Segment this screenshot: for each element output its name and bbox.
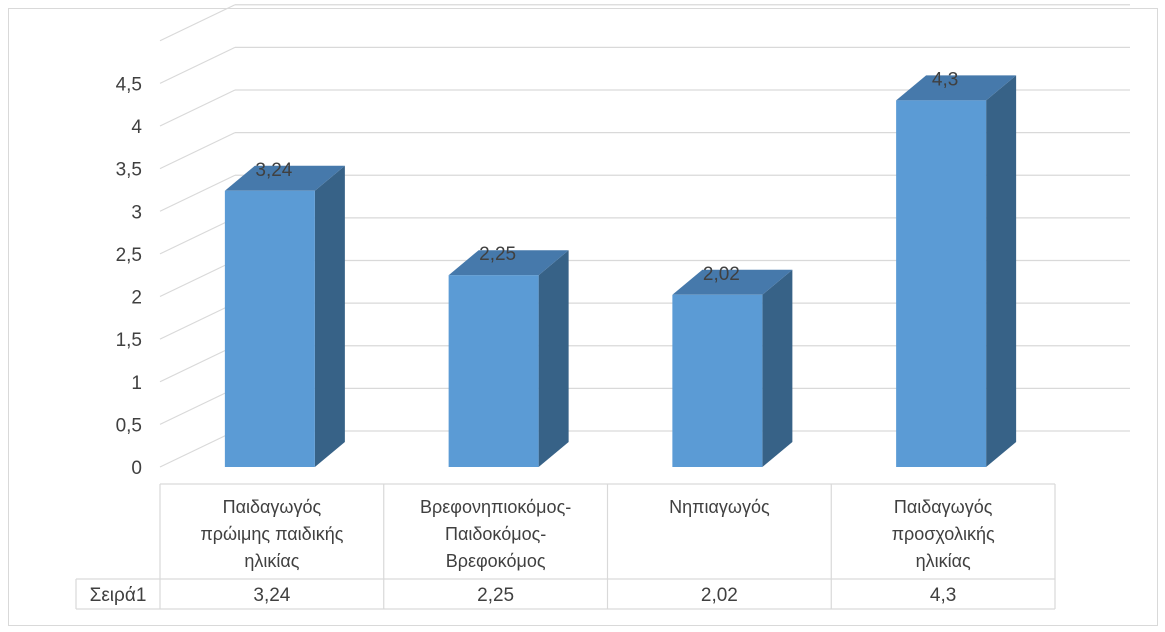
y-tick-label: 3 — [131, 202, 142, 223]
side-gridline — [159, 174, 236, 212]
y-tick-label: 2,5 — [116, 245, 142, 266]
y-tick-label: 1,5 — [116, 330, 142, 351]
category-label: Βρεφονηπιοκόμος- — [420, 497, 571, 517]
side-gridline — [159, 430, 236, 468]
bar-top — [448, 250, 569, 276]
side-gridline — [159, 46, 236, 84]
category-label: πρώιμης παιδικής — [200, 524, 343, 544]
table-cell-value: 2,25 — [477, 585, 514, 606]
y-tick-label: 1 — [131, 373, 142, 394]
y-tick-label: 0 — [131, 458, 142, 479]
bar-top — [672, 269, 793, 295]
bar — [224, 190, 315, 468]
category-label: Παιδοκόμος- — [445, 524, 546, 544]
bar-side — [538, 250, 569, 467]
category-label: Παιδαγωγός — [223, 497, 322, 517]
category-label: Νηπιαγωγός — [669, 497, 770, 517]
bar-side — [986, 75, 1017, 468]
data-label: 3,24 — [255, 160, 292, 181]
side-gridline — [159, 387, 236, 425]
table-cell-value: 3,24 — [253, 585, 290, 606]
side-gridline — [159, 4, 236, 42]
bar — [672, 294, 763, 467]
side-gridline — [159, 302, 236, 340]
y-tick-label: 4 — [131, 117, 142, 138]
data-label: 2,25 — [479, 244, 516, 265]
bar-side — [762, 269, 793, 467]
category-label: ηλικίας — [916, 551, 971, 571]
side-gridline — [159, 259, 236, 298]
bar — [448, 275, 539, 467]
y-tick-label: 3,5 — [116, 160, 142, 181]
side-gridline — [159, 345, 236, 383]
y-tick-label: 2 — [131, 288, 142, 309]
side-gridline — [159, 132, 236, 170]
bar-top — [896, 75, 1017, 101]
category-label: Παιδαγωγός — [894, 497, 993, 517]
data-label: 4,3 — [932, 69, 958, 90]
side-gridline — [159, 217, 236, 255]
category-label: Βρεφοκόμος — [446, 551, 546, 571]
bar-side — [314, 165, 345, 468]
table-cell-value: 2,02 — [701, 585, 738, 606]
side-gridline — [159, 89, 236, 127]
legend-series-name: Σειρά1 — [90, 585, 147, 606]
table-cell-value: 4,3 — [930, 585, 956, 606]
category-label: προσχολικής — [892, 524, 995, 544]
y-tick-label: 0,5 — [116, 415, 142, 436]
data-label: 2,02 — [703, 264, 740, 285]
category-label: ηλικίας — [244, 551, 299, 571]
y-tick-label: 4,5 — [116, 74, 142, 95]
bar — [896, 100, 987, 468]
bar-top — [224, 165, 345, 191]
